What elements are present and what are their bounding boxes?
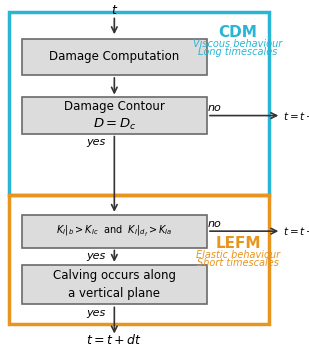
Text: Elastic behaviour: Elastic behaviour	[196, 250, 280, 260]
Text: yes: yes	[86, 308, 105, 318]
Text: no: no	[208, 103, 222, 113]
Text: yes: yes	[86, 251, 105, 261]
Text: CDM: CDM	[218, 25, 257, 40]
Text: Viscous behaviour: Viscous behaviour	[193, 39, 282, 49]
Text: $K_I|_b > K_{Ic}$  and  $K_I|_{d_f} > K_{Ia}$: $K_I|_b > K_{Ic}$ and $K_I|_{d_f} > K_{I…	[56, 224, 173, 239]
Text: Damage Computation: Damage Computation	[49, 50, 180, 63]
Text: $t = t + dt$: $t = t + dt$	[87, 333, 142, 345]
Text: $t$: $t$	[111, 4, 118, 17]
Text: $D = D_c$: $D = D_c$	[92, 117, 136, 132]
Text: LEFM: LEFM	[215, 236, 261, 251]
Text: no: no	[208, 219, 222, 228]
Text: $t = t + dt$: $t = t + dt$	[283, 225, 309, 237]
FancyBboxPatch shape	[22, 39, 207, 75]
Text: a vertical plane: a vertical plane	[68, 287, 160, 300]
Text: Calving occurs along: Calving occurs along	[53, 269, 176, 283]
FancyBboxPatch shape	[22, 265, 207, 305]
FancyBboxPatch shape	[22, 97, 207, 134]
Text: Long timescales: Long timescales	[198, 47, 277, 57]
Text: Short timescales: Short timescales	[197, 258, 279, 268]
Text: Damage Contour: Damage Contour	[64, 100, 165, 114]
Text: $t = t + dt$: $t = t + dt$	[283, 110, 309, 121]
Text: yes: yes	[86, 137, 105, 147]
FancyBboxPatch shape	[22, 215, 207, 248]
